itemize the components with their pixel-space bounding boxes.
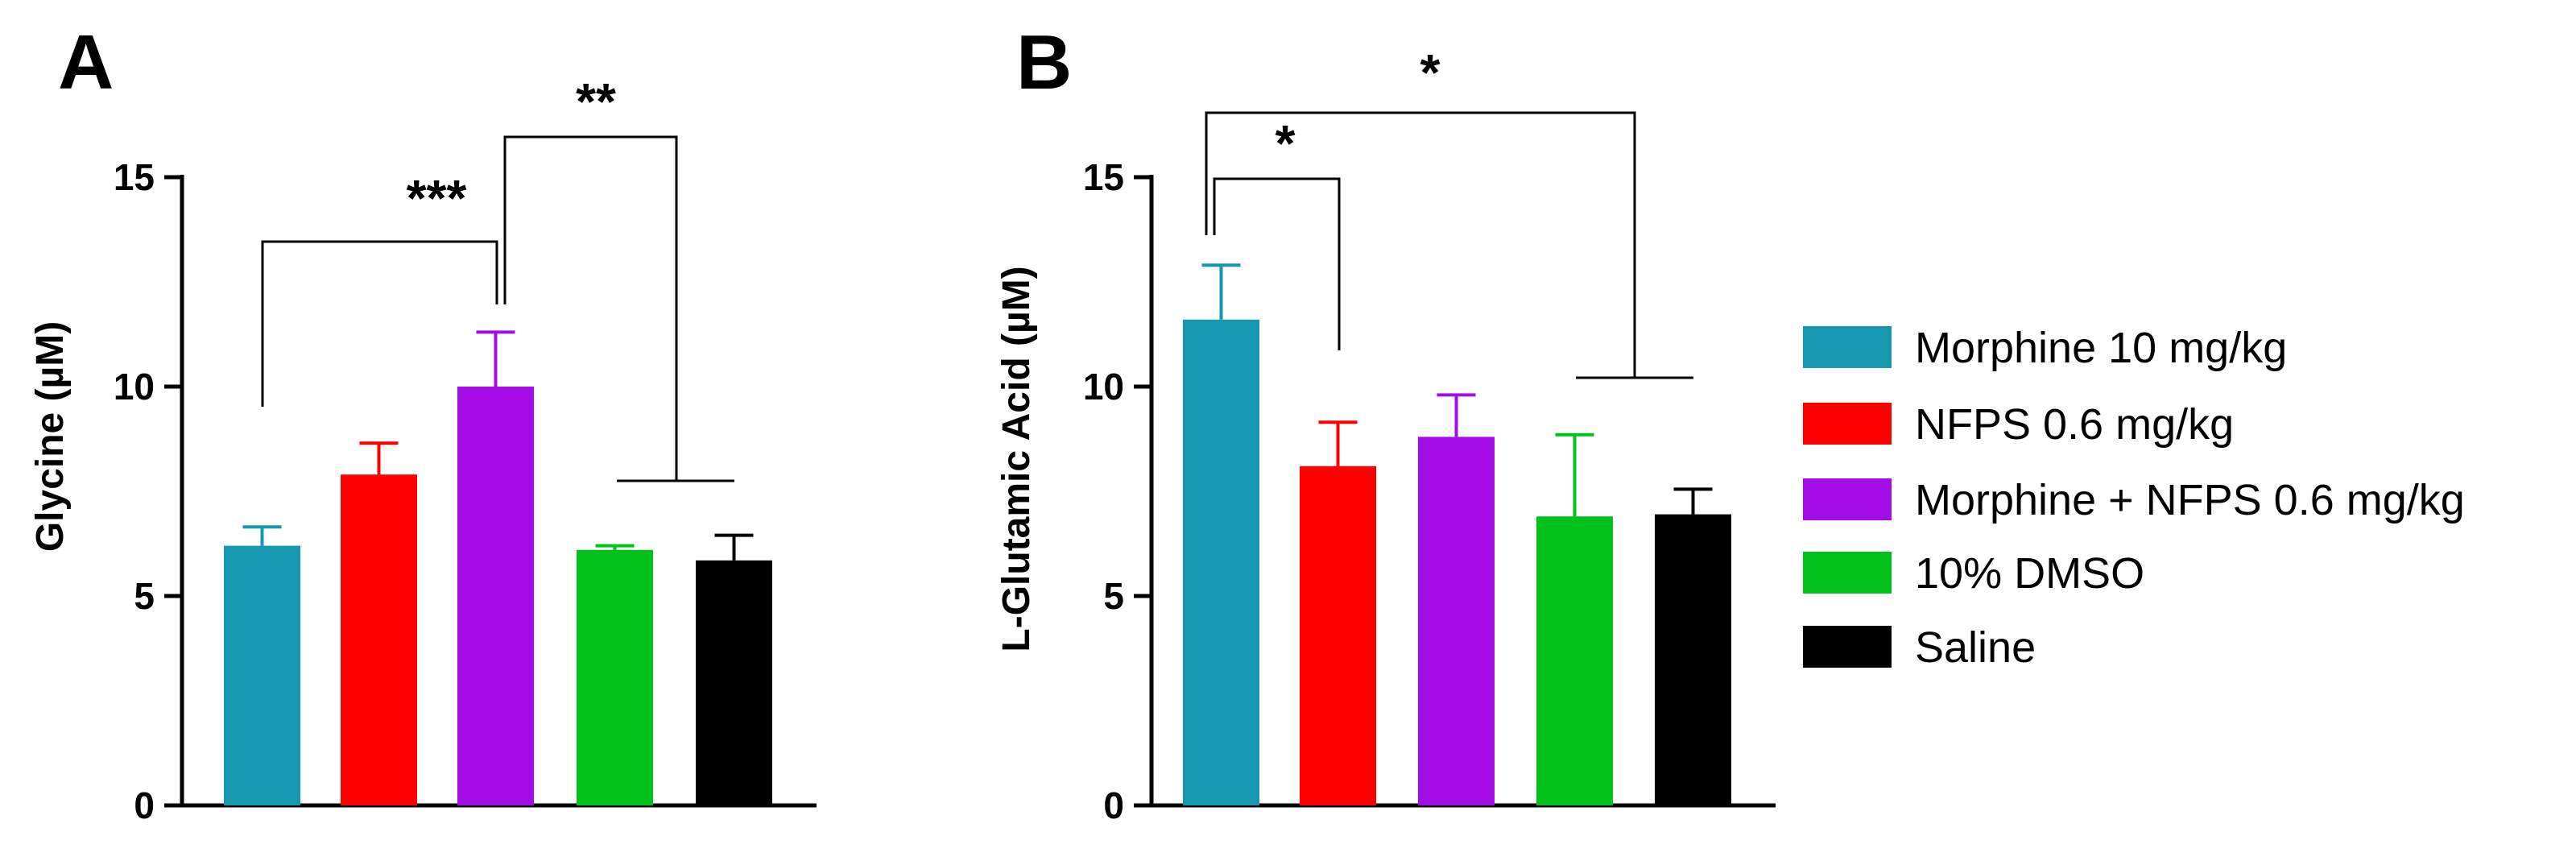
legend-swatch-saline [1803, 626, 1892, 668]
panel-b-glutamic-acid: B L-Glutamic Acid (µM) 0 5 10 15 * * [995, 19, 1776, 826]
panel-b-y-tick-label: 10 [1083, 366, 1124, 408]
panel-a-significance-bracket [261, 240, 498, 407]
panel-a-significance-label: *** [407, 169, 467, 227]
legend-swatch-dmso [1803, 552, 1892, 594]
legend-swatch-morphine-nfps [1803, 478, 1892, 520]
panel-b-bar [1536, 516, 1613, 805]
panel-b-y-axis-title: L-Glutamic Acid (µM) [995, 266, 1038, 652]
panel-b-bar [1183, 319, 1259, 805]
legend-swatch-nfps [1803, 403, 1892, 445]
legend-label-nfps: NFPS 0.6 mg/kg [1915, 400, 2234, 449]
panel-a-letter: A [58, 19, 114, 106]
panel-b-significance-label: * [1276, 114, 1296, 172]
legend-label-morphine: Morphine 10 mg/kg [1915, 324, 2287, 372]
legend-label-dmso: 10% DMSO [1915, 549, 2144, 598]
panel-b-y-tick-label: 0 [1103, 784, 1124, 826]
panel-b-bar [1300, 466, 1376, 805]
legend-label-saline: Saline [1915, 623, 2036, 672]
panel-a-bar [457, 387, 534, 805]
panel-a-y-tick-label: 5 [134, 575, 155, 617]
panel-a-bar [577, 549, 653, 805]
panel-b-bar [1655, 514, 1731, 805]
legend-swatch-morphine [1803, 326, 1892, 368]
panel-a-y-tick-label: 10 [114, 366, 155, 408]
panel-a-y-tick-label: 15 [114, 156, 155, 198]
panel-a-bar [341, 474, 417, 805]
panel-b-y-tick-label: 5 [1103, 575, 1124, 617]
panel-a-y-axis-title: Glycine (µM) [29, 321, 72, 552]
panel-b-significance-bracket [1205, 111, 1636, 378]
panel-b-y-tick-label: 15 [1083, 156, 1124, 198]
panel-a-significance-label: ** [576, 72, 616, 130]
panel-a-bar [696, 560, 772, 805]
panel-a-bar [224, 545, 300, 805]
panel-b-significance-label: * [1420, 43, 1441, 101]
panel-a-significance-bracket [503, 135, 678, 481]
legend-label-morphine-nfps: Morphine + NFPS 0.6 mg/kg [1915, 476, 2465, 524]
legend: Morphine 10 mg/kg NFPS 0.6 mg/kg Morphin… [1803, 324, 2465, 672]
panel-b-significance-bracket [1213, 177, 1341, 350]
panel-b-letter: B [1016, 19, 1072, 106]
panel-a-y-tick-label: 0 [134, 784, 155, 826]
panel-b-bar [1418, 437, 1495, 805]
